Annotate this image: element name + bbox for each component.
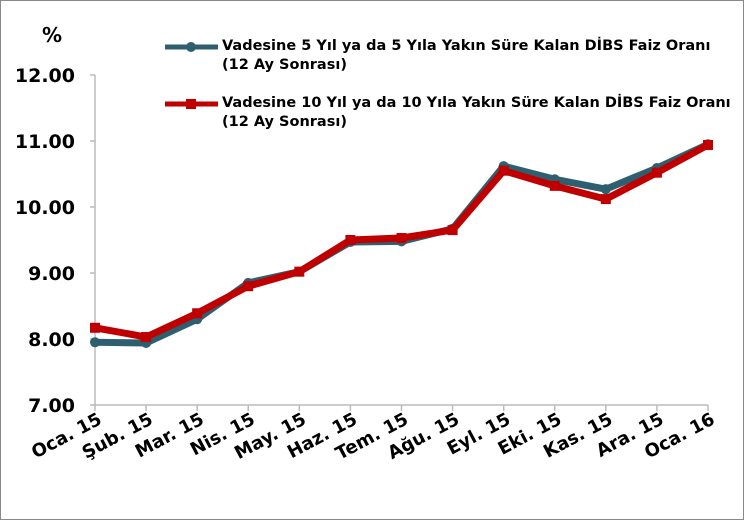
y-tick-label: 11.00: [15, 131, 75, 153]
y-tick-label: 8.00: [28, 329, 75, 351]
point: [90, 337, 100, 348]
point: [141, 332, 152, 343]
point: [396, 233, 407, 244]
y-tick-label: 9.00: [28, 263, 75, 285]
point: [192, 308, 203, 319]
point: [294, 266, 305, 277]
point: [447, 225, 458, 236]
y-tick-label: 7.00: [28, 395, 75, 417]
y-tick-label: 12.00: [15, 65, 75, 87]
point: [549, 180, 560, 191]
legend-marker: [186, 42, 196, 52]
point: [600, 194, 611, 205]
y-tick-label: 10.00: [15, 197, 75, 219]
point: [703, 139, 713, 150]
y-axis-label: %: [42, 23, 62, 47]
point: [651, 167, 662, 178]
point: [498, 165, 509, 176]
point: [90, 322, 100, 333]
legend-label: Vadesine 5 Yıl ya da 5 Yıla Yakın Süre K…: [222, 38, 711, 73]
point: [243, 281, 254, 292]
point: [345, 235, 356, 245]
point: [600, 184, 611, 195]
legend-label: Vadesine 10 Yıl ya da 10 Yıla Yakın Süre…: [222, 95, 731, 130]
legend-marker: [186, 99, 196, 109]
